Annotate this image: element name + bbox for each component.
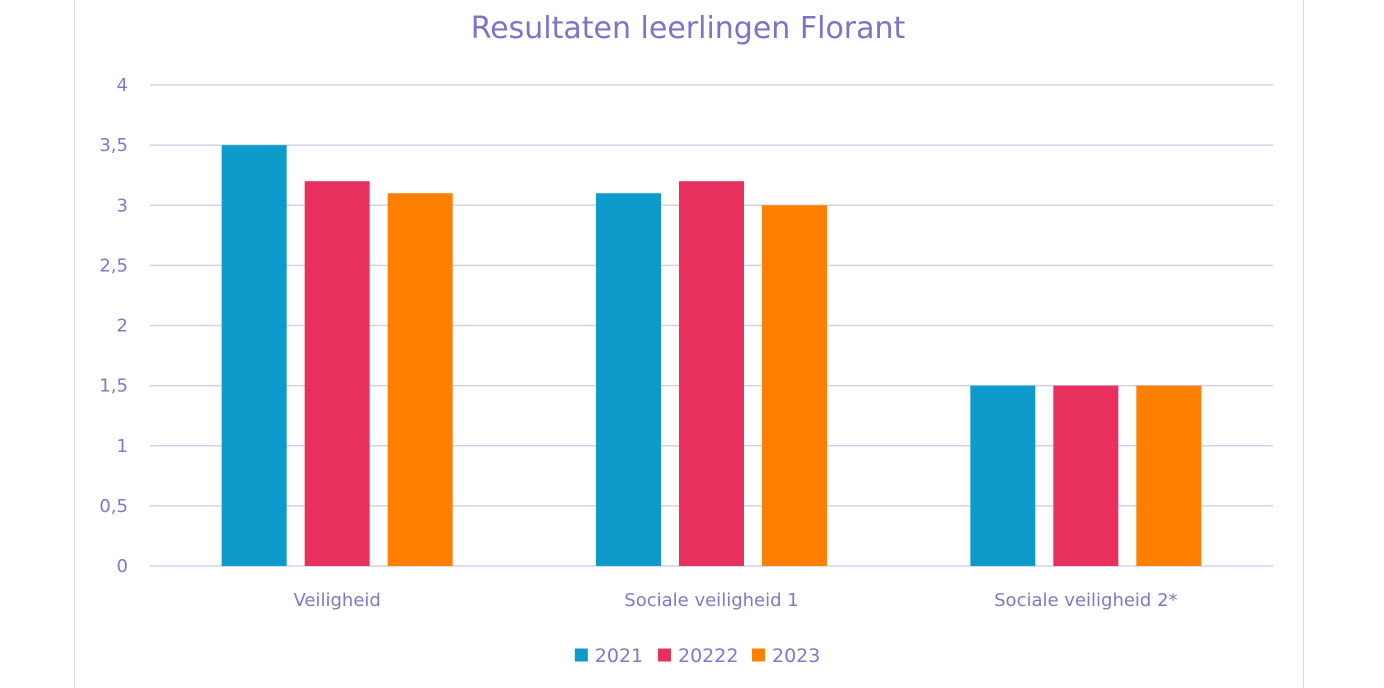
bar — [221, 145, 287, 566]
y-tick-label: 3,5 — [99, 135, 128, 156]
y-tick-label: 2 — [117, 316, 128, 337]
legend-label: 2021 — [595, 645, 643, 667]
bar — [679, 181, 744, 566]
bar — [596, 193, 661, 566]
bar — [1136, 385, 1202, 566]
x-axis-categories: Veiligheid Sociale veiligheid 1 Sociale ve… — [294, 590, 1178, 611]
bar — [304, 181, 370, 566]
y-tick-label: 0,5 — [99, 496, 128, 517]
y-axis-ticks: 0 0,5 1 1,5 2 2,5 3 3,5 4 — [99, 75, 128, 577]
legend-label: 20222 — [678, 645, 738, 667]
legend-swatch — [574, 648, 588, 662]
legend: 2021 20222 2023 — [574, 645, 820, 667]
x-category-label: Sociale veiligheid 2* — [994, 590, 1177, 611]
legend-label: 2023 — [772, 645, 820, 667]
chart-frame — [74, 0, 1304, 688]
bar — [1053, 385, 1119, 566]
chart-title: Resultaten leerlingen Florant — [471, 11, 906, 46]
y-tick-label: 3 — [117, 195, 128, 216]
y-tick-label: 1,5 — [99, 376, 128, 397]
y-tick-label: 1 — [117, 436, 128, 457]
x-category-label: Sociale veiligheid 1 — [624, 590, 798, 611]
y-tick-label: 2,5 — [99, 255, 128, 276]
bars — [221, 145, 1202, 566]
legend-swatch — [658, 648, 671, 662]
bar — [387, 193, 453, 566]
y-tick-label: 0 — [117, 556, 128, 577]
y-tick-label: 4 — [117, 75, 128, 96]
legend-swatch — [752, 648, 765, 662]
bar — [762, 205, 827, 566]
bar — [970, 385, 1036, 566]
x-category-label: Veiligheid — [294, 590, 381, 611]
